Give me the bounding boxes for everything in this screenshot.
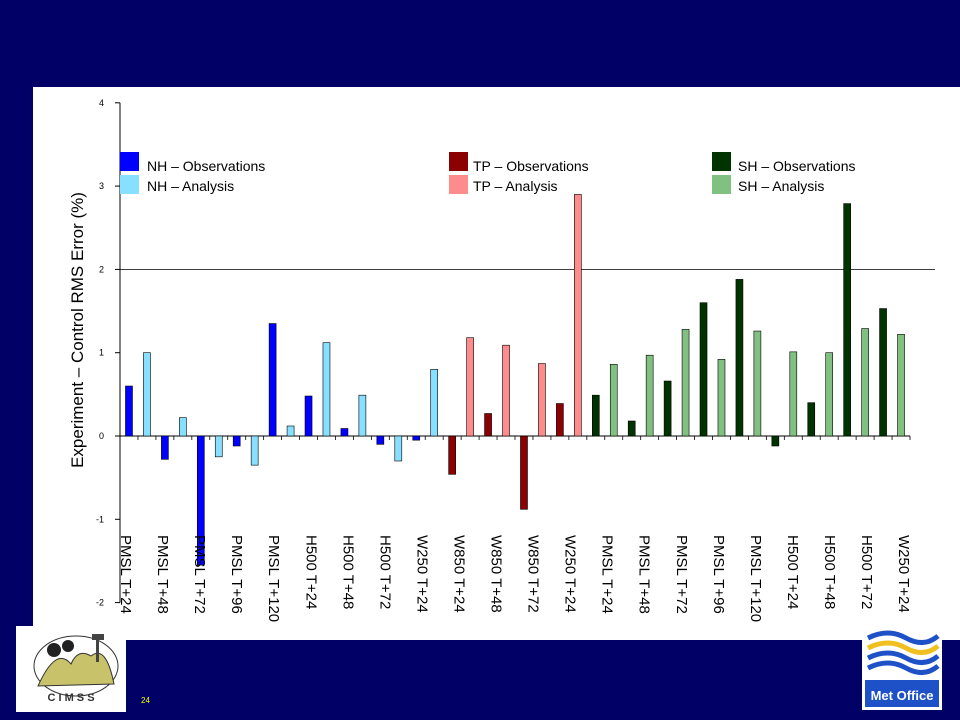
bar-sh-analysis bbox=[645, 354, 654, 437]
y-tick-label: 0 bbox=[99, 431, 104, 441]
bar-sh-observations bbox=[699, 302, 708, 437]
bar-nh-observations bbox=[376, 435, 385, 445]
bar-sh-observations bbox=[771, 435, 780, 447]
bar-tp-observations bbox=[484, 413, 492, 437]
bar-nh-observations bbox=[232, 435, 241, 447]
bar-tp-analysis bbox=[538, 363, 546, 437]
bar-nh-analysis bbox=[322, 342, 331, 437]
bar-nh-observations bbox=[412, 435, 421, 441]
bar-tp-analysis bbox=[574, 194, 582, 437]
met-office-logo: Met Office bbox=[862, 624, 942, 710]
cimss-logo-graphic: C I M S S bbox=[33, 634, 119, 704]
bar-tp-observations bbox=[556, 403, 564, 437]
bar-sh-analysis bbox=[717, 359, 726, 437]
bar-nh-observations bbox=[161, 435, 169, 460]
met-office-logo-text: Met Office bbox=[871, 688, 934, 703]
category-label: PMSL T+48 bbox=[154, 535, 171, 614]
bar-nh-analysis bbox=[358, 394, 367, 437]
bar-sh-observations bbox=[879, 308, 887, 437]
category-label: H500 T+48 bbox=[339, 535, 356, 609]
bar-sh-observations bbox=[663, 380, 672, 437]
bar-sh-observations bbox=[735, 279, 744, 437]
bar-tp-observations bbox=[520, 435, 528, 510]
legend-label-sh-observations: SH – Observations bbox=[738, 158, 856, 174]
y-tick-label: 2 bbox=[99, 264, 104, 274]
cimss-logo-text: C I M S S bbox=[47, 692, 94, 704]
category-label: PMSL T+120 bbox=[747, 535, 764, 622]
legend-label-tp-analysis: TP – Analysis bbox=[473, 178, 558, 194]
y-tick-label: -2 bbox=[96, 598, 104, 608]
bar-sh-analysis bbox=[681, 329, 690, 437]
category-label: H500 T+24 bbox=[784, 535, 801, 609]
category-label: W250 T+24 bbox=[895, 535, 912, 613]
bars bbox=[125, 194, 905, 566]
legend-swatch-tp-observations bbox=[449, 152, 468, 171]
bar-nh-observations bbox=[340, 428, 349, 437]
category-label: H500 T+48 bbox=[821, 535, 838, 609]
bar-nh-analysis bbox=[250, 435, 259, 466]
y-axis-label: Experiment – Control RMS Error (%) bbox=[68, 192, 87, 468]
category-label: W850 T+72 bbox=[525, 535, 542, 613]
category-label: PMSL T+48 bbox=[636, 535, 653, 614]
slide-number: 24 bbox=[141, 696, 150, 705]
category-label: PMSL T+24 bbox=[117, 535, 134, 614]
category-label: PMSL T+96 bbox=[710, 535, 727, 614]
category-label: W850 T+48 bbox=[488, 535, 505, 613]
bar-nh-analysis bbox=[430, 369, 439, 437]
bar-nh-analysis bbox=[286, 425, 295, 437]
bar-sh-observations bbox=[627, 420, 636, 437]
category-label: H500 T+72 bbox=[376, 535, 393, 609]
y-tick-label: 4 bbox=[99, 98, 104, 108]
category-label: PMSL T+120 bbox=[265, 535, 282, 622]
bar-sh-observations bbox=[591, 394, 600, 437]
bar-sh-observations bbox=[843, 203, 851, 437]
bar-tp-observations bbox=[448, 435, 456, 475]
category-label: PMSL T+72 bbox=[191, 535, 208, 614]
legend-label-tp-observations: TP – Observations bbox=[473, 158, 589, 174]
bar-sh-analysis bbox=[753, 330, 762, 437]
bar-nh-observations bbox=[125, 385, 133, 437]
bar-tp-analysis bbox=[502, 344, 510, 437]
met-office-logo-graphic: Met Office bbox=[865, 627, 940, 707]
legend-swatch-nh-analysis bbox=[120, 175, 139, 194]
bar-nh-observations bbox=[268, 323, 277, 437]
legend-label-nh-observations: NH – Observations bbox=[147, 158, 266, 174]
bar-nh-observations bbox=[304, 395, 313, 437]
y-tick-label: 3 bbox=[99, 181, 104, 191]
legend-label-sh-analysis: SH – Analysis bbox=[738, 178, 825, 194]
category-label: W250 T+24 bbox=[562, 535, 579, 613]
bar-nh-analysis bbox=[179, 417, 187, 437]
bar-nh-analysis bbox=[214, 435, 223, 458]
bar-sh-observations bbox=[807, 402, 816, 437]
legend-swatch-nh-observations bbox=[120, 152, 139, 171]
y-tick-label: -1 bbox=[96, 514, 104, 524]
y-tick-label: 1 bbox=[99, 348, 104, 358]
bar-sh-analysis bbox=[861, 328, 869, 437]
category-label: PMSL T+96 bbox=[228, 535, 245, 614]
bar-nh-observations bbox=[196, 435, 205, 566]
legend-swatch-tp-analysis bbox=[449, 175, 468, 194]
category-label: W850 T+24 bbox=[450, 535, 467, 613]
bar-sh-analysis bbox=[609, 364, 618, 437]
category-labels: PMSL T+24 PMSL T+48 PMSL T+72 PMSL T+96 PMSL… bbox=[117, 535, 912, 622]
category-label: H500 T+72 bbox=[858, 535, 875, 609]
bar-sh-analysis bbox=[825, 352, 834, 437]
bar-nh-analysis bbox=[394, 435, 403, 462]
category-label: PMSL T+72 bbox=[673, 535, 690, 614]
category-label: H500 T+24 bbox=[302, 535, 319, 609]
bar-tp-analysis bbox=[466, 337, 474, 437]
cimss-logo: C I M S S bbox=[16, 626, 126, 712]
category-label: PMSL T+24 bbox=[599, 535, 616, 614]
bar-nh-analysis bbox=[143, 352, 151, 437]
bar-sh-analysis bbox=[789, 351, 798, 437]
bar-sh-analysis bbox=[897, 334, 905, 437]
chart-panel bbox=[33, 87, 960, 640]
legend-label-nh-analysis: NH – Analysis bbox=[147, 178, 235, 194]
legend-swatch-sh-observations bbox=[712, 152, 731, 171]
category-label: W250 T+24 bbox=[413, 535, 430, 613]
legend-swatch-sh-analysis bbox=[712, 175, 731, 194]
